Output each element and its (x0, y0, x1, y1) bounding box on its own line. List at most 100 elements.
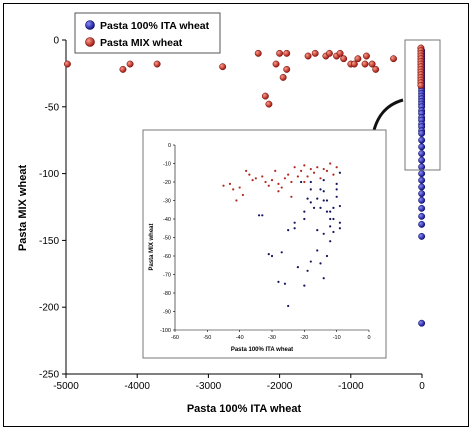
inset-y-tick-label: -90 (163, 310, 171, 316)
x-tick-label: -5000 (53, 381, 79, 392)
inset-ita-point (303, 210, 306, 213)
inset-mix-point (303, 180, 306, 184)
inset-ita-point (309, 201, 312, 204)
inset-mix-point (277, 190, 280, 193)
y-axis-label: Pasta MIX wheat (17, 165, 29, 252)
inset-ita-point (335, 195, 338, 198)
mix-point (153, 60, 161, 68)
inset-mix-point (332, 173, 335, 176)
inset-x-tick-label: -30 (268, 335, 276, 341)
y-tick-label: -200 (39, 303, 59, 314)
inset-ita-point (316, 197, 319, 200)
x-tick-label: -2000 (267, 381, 293, 392)
ita-point (418, 196, 426, 204)
inset-mix-point (306, 175, 309, 178)
inset-mix-point (316, 166, 319, 169)
inset-ita-point (329, 217, 332, 221)
mix-point (283, 49, 291, 57)
inset-mix-point (309, 167, 312, 171)
ita-point (418, 136, 426, 144)
inset-mix-point (325, 169, 329, 172)
inset-ita-point (267, 253, 270, 256)
inset-ita-point (316, 249, 319, 252)
ita-point (418, 232, 426, 240)
highlight-box (404, 39, 441, 171)
mix-point (219, 63, 227, 71)
inset-ita-point (261, 214, 264, 217)
x-tick-label: -3000 (196, 381, 222, 392)
inset-ita-point (306, 269, 309, 272)
legend-label-mix: Pasta MIX wheat (100, 37, 183, 49)
inset-ita-point (338, 221, 341, 224)
mix-point (363, 52, 370, 60)
inset-y-tick-label: -50 (163, 236, 171, 242)
inset-mix-point (280, 186, 283, 189)
inset-ita-point (329, 225, 332, 228)
inset-y-axis-label: Pasta MIX wheat (149, 223, 155, 270)
mix-point (254, 49, 262, 57)
inset-x-axis-label: Pasta 100% ITA wheat (231, 347, 293, 353)
inset-mix-point (235, 199, 238, 202)
inset-ita-point (319, 188, 322, 191)
inset-mix-point (303, 164, 306, 167)
inset-y-tick-label: -70 (163, 273, 171, 279)
ita-point (418, 212, 426, 220)
inset-mix-point (287, 173, 290, 176)
inset-x-tick-label: -40 (236, 335, 244, 341)
mix-point (340, 55, 348, 63)
inset-mix-point (290, 180, 293, 184)
ita-point (418, 130, 426, 137)
inset-mix-point (228, 182, 232, 185)
inset-chart: -60 -50 -40 -30 -20 -10 00-10-20-30-40-50-60-7… (142, 129, 387, 359)
ita-point (418, 220, 426, 228)
mix-point (361, 60, 369, 68)
legend-label-ita: Pasta 100% ITA wheat (100, 20, 210, 32)
x-tick-label: 0 (419, 381, 425, 392)
inset-ita-point (309, 260, 312, 263)
inset-mix-point (277, 182, 280, 185)
inset-y-tick-label: -10 (163, 162, 171, 168)
inset-ita-point (316, 229, 319, 232)
inset-ita-point (293, 221, 296, 224)
inset-ita-point (335, 188, 338, 191)
inset-mix-point (241, 193, 244, 197)
x-axis-label: Pasta 100% ITA wheat (187, 403, 302, 415)
inset-axes: -60 -50 -40 -30 -20 -10 00-10-20-30-40-50-60-7… (160, 143, 371, 341)
ita-point (418, 190, 426, 198)
inset-ita-point (270, 254, 274, 258)
inset-x-tick-label: -10 (333, 335, 341, 341)
inset-ita-point (309, 188, 312, 191)
mix-point (265, 100, 273, 108)
inset-ita-point (300, 180, 303, 184)
inset-ita-point (325, 210, 329, 213)
legend-marker-mix (85, 37, 95, 47)
y-tick-label: -100 (39, 169, 59, 180)
mix-point (417, 81, 425, 89)
mix-point (261, 92, 269, 100)
inset-y-tick-label: -20 (163, 180, 171, 186)
mix-point (63, 60, 71, 68)
mix-point (368, 60, 376, 68)
mix-point (372, 65, 380, 73)
inset-mix-point (322, 167, 325, 171)
inset-ita-point (309, 180, 312, 184)
mix-point (272, 60, 280, 68)
inset-ita-point (319, 262, 322, 265)
x-tick-label: -1000 (338, 381, 364, 392)
inset-ita-point (312, 206, 316, 209)
inset-ita-point (319, 206, 322, 209)
y-tick-label: 0 (53, 36, 59, 47)
inset-ita-point (280, 251, 283, 254)
inset-ita-point (287, 304, 290, 308)
mix-point (283, 65, 291, 73)
inset-x-tick-label: 0 (367, 335, 370, 341)
ita-point (418, 156, 426, 164)
inset-ita-point (303, 284, 306, 287)
inset-mix-point (267, 184, 270, 187)
ita-point (418, 176, 426, 184)
inset-ita-point (306, 197, 309, 200)
inset-ita-point (332, 230, 335, 234)
inset-y-tick-label: -100 (160, 328, 171, 334)
legend-box (74, 12, 221, 54)
inset-ita-point (329, 210, 332, 213)
